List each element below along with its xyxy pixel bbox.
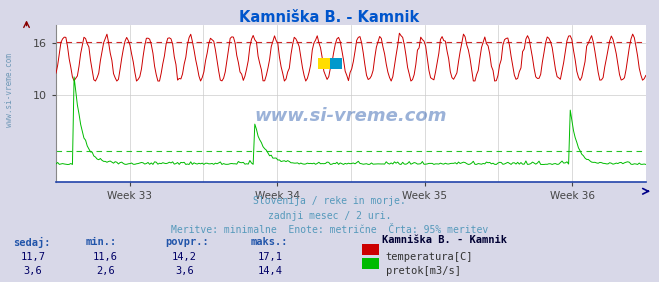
- Text: www.si-vreme.com: www.si-vreme.com: [5, 53, 14, 127]
- Text: Slovenija / reke in morje.: Slovenija / reke in morje.: [253, 196, 406, 206]
- Text: 14,2: 14,2: [172, 252, 197, 262]
- Text: povpr.:: povpr.:: [165, 237, 208, 247]
- Text: min.:: min.:: [86, 237, 117, 247]
- Text: pretok[m3/s]: pretok[m3/s]: [386, 266, 461, 276]
- Text: 17,1: 17,1: [258, 252, 283, 262]
- Text: 2,6: 2,6: [96, 266, 115, 276]
- Text: 11,7: 11,7: [20, 252, 45, 262]
- Text: Kamniška B. - Kamnik: Kamniška B. - Kamnik: [382, 235, 507, 245]
- Text: zadnji mesec / 2 uri.: zadnji mesec / 2 uri.: [268, 211, 391, 221]
- Text: 11,6: 11,6: [93, 252, 118, 262]
- Text: 3,6: 3,6: [175, 266, 194, 276]
- Text: 3,6: 3,6: [24, 266, 42, 276]
- Text: maks.:: maks.:: [250, 237, 288, 247]
- Text: Meritve: minimalne  Enote: metrične  Črta: 95% meritev: Meritve: minimalne Enote: metrične Črta:…: [171, 225, 488, 235]
- Text: 14,4: 14,4: [258, 266, 283, 276]
- Text: temperatura[C]: temperatura[C]: [386, 252, 473, 262]
- Text: Kamniška B. - Kamnik: Kamniška B. - Kamnik: [239, 10, 420, 25]
- Text: sedaj:: sedaj:: [13, 237, 51, 248]
- Text: www.si-vreme.com: www.si-vreme.com: [254, 107, 447, 125]
